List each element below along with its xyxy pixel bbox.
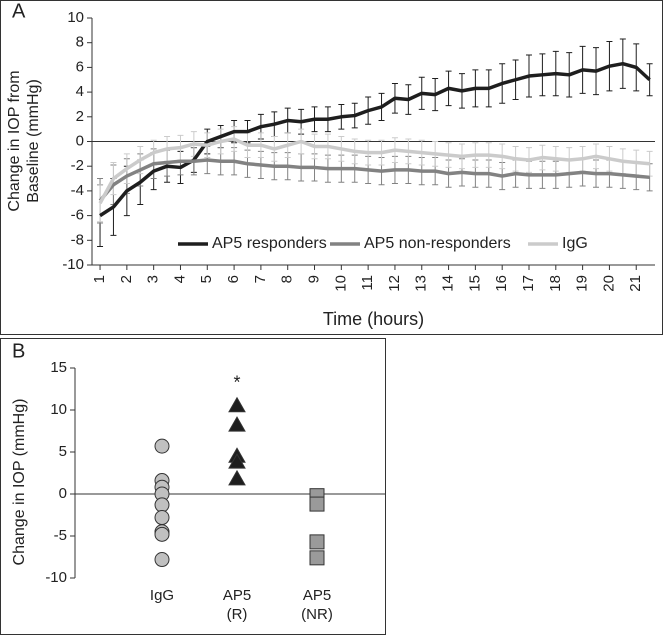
y-tick-label: -5	[54, 527, 67, 544]
legend-label: AP5 non-responders	[364, 235, 511, 252]
x-tick-label: 8	[279, 275, 296, 283]
legend-box	[172, 232, 647, 256]
panel-label: B	[12, 340, 25, 362]
y-tick-label: 4	[76, 83, 84, 100]
x-tick-label: 16	[493, 275, 510, 292]
y-tick-label: 10	[50, 401, 67, 418]
panel-label: A	[12, 0, 26, 22]
point	[154, 526, 170, 542]
x-tick-label: 15	[466, 275, 483, 292]
x-tick-label: 14	[440, 275, 457, 292]
point	[154, 497, 170, 513]
x-tick-label: 7	[252, 275, 269, 283]
x-tick-label: 2	[118, 275, 135, 283]
x-tick-label: 3	[145, 275, 162, 283]
point	[228, 396, 246, 413]
y-tick-label: 8	[76, 34, 84, 51]
point	[309, 534, 325, 550]
point	[309, 496, 325, 512]
x-tick-label: 11	[359, 275, 376, 291]
point	[309, 550, 325, 566]
series-line	[98, 158, 650, 202]
point	[228, 453, 246, 469]
y-tick-label: 15	[50, 359, 67, 376]
x-tick-label: 5	[198, 275, 215, 283]
y-axis-label: Change in IOP from Baseline (mmHg)	[6, 70, 42, 212]
series-line	[99, 61, 651, 218]
x-tick-label: AP5 (NR)	[301, 587, 333, 623]
x-tick-label: 17	[520, 275, 537, 292]
x-tick-label: AP5 (R)	[222, 587, 252, 623]
x-tick-label: 19	[574, 275, 591, 292]
x-tick-label: 9	[305, 275, 322, 283]
y-tick-label: 10	[67, 9, 84, 26]
point	[228, 416, 246, 432]
y-tick-label: -6	[71, 207, 84, 224]
legend-label: IgG	[562, 235, 588, 252]
x-tick-label: 20	[600, 275, 617, 292]
x-tick-label: 4	[171, 275, 188, 283]
x-tick-label: 10	[332, 275, 349, 292]
point	[154, 552, 170, 568]
y-tick-label: -10	[62, 256, 84, 273]
x-tick-label: 21	[627, 275, 644, 292]
point	[154, 438, 170, 454]
y-tick-label: -2	[71, 157, 84, 174]
x-tick-label: 13	[413, 275, 430, 292]
point	[154, 510, 170, 526]
y-tick-label: -8	[71, 231, 84, 248]
y-tick-label: -10	[45, 569, 67, 586]
x-tick-label: IgG	[149, 587, 175, 604]
y-tick-label: 0	[59, 485, 67, 502]
annotation: *	[233, 373, 240, 393]
x-tick-label: 1	[91, 275, 108, 283]
x-tick-label: 12	[386, 275, 403, 292]
series-line	[98, 137, 650, 205]
y-tick-label: 5	[59, 443, 67, 460]
x-tick-label: 6	[225, 275, 242, 283]
y-axis-label: Change in IOP (mmHg)	[11, 398, 28, 566]
x-tick-label: 18	[547, 275, 564, 292]
y-tick-label: 2	[76, 108, 84, 125]
y-tick-label: 6	[76, 58, 84, 75]
y-tick-label: -4	[71, 182, 84, 199]
point	[228, 469, 246, 486]
legend-label: AP5 responders	[212, 235, 327, 252]
x-axis-label: Time (hours)	[323, 309, 424, 329]
y-tick-label: 0	[76, 132, 84, 149]
